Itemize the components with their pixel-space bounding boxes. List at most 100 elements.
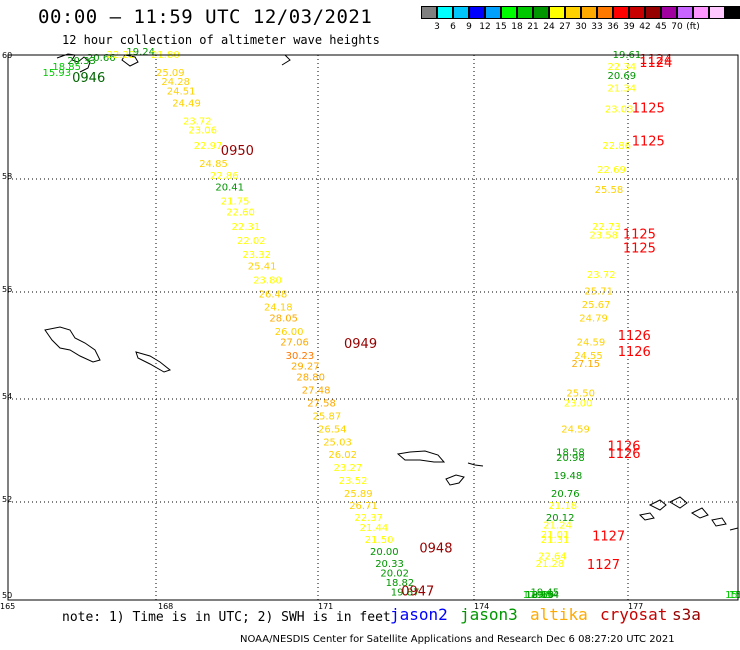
wave-height-value: 20.98 (556, 453, 585, 464)
wave-height-value: 22.02 (237, 236, 266, 247)
map-footer: NOAA/NESDIS Center for Satellite Applica… (240, 634, 675, 645)
lon-label: 177 (628, 602, 643, 611)
wave-height-value: 23.06 (188, 126, 217, 137)
wave-height-value: 24.49 (172, 98, 201, 109)
scale-tick-label: 12 (479, 22, 491, 32)
wave-height-value: 20.00 (370, 547, 399, 558)
legend-s3a: s3a (672, 605, 701, 624)
wave-height-value: 25.87 (313, 412, 342, 423)
wave-height-value: 27.48 (302, 386, 331, 397)
wave-height-value: 15.84 (729, 590, 740, 601)
pass-time-label: 0949 (344, 337, 377, 352)
scale-tick-label: 27 (559, 22, 571, 32)
island-aleutian-2 (668, 496, 688, 509)
map-subtitle: 12 hour collection of altimeter wave hei… (62, 33, 380, 47)
pass-time-label: 1125 (623, 241, 656, 256)
wave-height-value: 24.51 (167, 86, 196, 97)
wave-height-value: 18.82 (386, 578, 415, 589)
scale-swatch (549, 6, 565, 19)
pass-time-label: 1126 (607, 440, 640, 455)
wave-height-value: 15.87 (725, 590, 740, 601)
scale-tick-label: 39 (623, 22, 635, 32)
island-aleutian-5 (638, 512, 655, 521)
scale-tick-label: 15 (495, 22, 507, 32)
scale-unit: (ft) (686, 22, 700, 32)
wave-height-value: 27.06 (280, 338, 309, 349)
scale-swatch (437, 6, 453, 19)
wave-height-value: 23.52 (339, 476, 368, 487)
scale-swatch (533, 6, 549, 19)
wave-height-value: 23.72 (183, 117, 212, 128)
pass-time-label: 0950 (221, 144, 254, 159)
scale-swatch (581, 6, 597, 19)
scale-tick-label: 6 (450, 22, 456, 32)
wave-height-value: 18.60 (525, 590, 554, 601)
axis-labels: 60 58 56 54 52 50 165 168 171 174 177 (0, 51, 643, 611)
wave-height-value: 25.03 (323, 437, 352, 448)
wave-height-value: 25.09 (156, 68, 185, 79)
wave-height-value: 21.31 (541, 535, 570, 546)
coast-alaska-northwest (56, 53, 91, 73)
wave-height-value: 23.72 (587, 270, 616, 281)
scale-tick-label: 70 (671, 22, 683, 32)
wave-height-value: 26.71 (349, 501, 378, 512)
scale-swatch (469, 6, 485, 19)
island-pribilof-2 (445, 474, 465, 486)
scale-swatch (645, 6, 661, 19)
legend-jason2: jason2 (390, 605, 448, 624)
lon-label: 165 (0, 602, 15, 611)
scale-tick-label: 9 (466, 22, 472, 32)
wave-height-value: 17.69 (523, 590, 552, 601)
scale-tick-label: 30 (575, 22, 587, 32)
map-frame (7, 54, 739, 601)
wave-height-value: 20.02 (380, 568, 409, 579)
wave-height-value: 27.15 (572, 359, 601, 370)
island-nunivak (135, 351, 172, 373)
wave-height-value: 22.34 (607, 62, 636, 73)
coast-alaska-north (121, 54, 139, 67)
scale-swatch (725, 6, 740, 19)
wave-height-value: 25.89 (344, 489, 373, 500)
scale-swatch (677, 6, 693, 19)
wave-height-value: 20.33 (67, 56, 96, 67)
wave-height-value: 20.76 (551, 489, 580, 500)
wave-height-value: 29.27 (291, 362, 320, 373)
island-aleutian-4 (711, 517, 727, 527)
wave-height-value: 19.45 (530, 588, 559, 599)
pass-time-label: 1126 (607, 447, 640, 462)
wave-height-value: 19.87 (391, 588, 420, 599)
wave-height-value: 19.24 (126, 47, 155, 58)
island-aleutian-6 (729, 527, 739, 531)
wave-height-value: 26.02 (328, 450, 357, 461)
pass-time-label: 1125 (623, 227, 656, 242)
wave-height-value: 24.28 (161, 77, 190, 88)
wave-height-value: 22.97 (194, 141, 223, 152)
island-pribilof-1 (467, 462, 484, 467)
altimeter-tracks: 15.9318.8520.3320.6622.2219.2421.8025.09… (43, 47, 740, 601)
lat-label: 56 (2, 285, 12, 294)
wave-height-value: 21.75 (221, 196, 250, 207)
wave-height-value: 20.33 (375, 559, 404, 570)
pass-time-label: 1125 (632, 101, 665, 116)
wave-height-value: 22.64 (538, 552, 567, 563)
wave-height-value: 18.85 (52, 62, 81, 73)
legend-altika: altika (530, 605, 588, 624)
wave-height-value: 24.59 (577, 338, 606, 349)
wave-height-value: 23.03 (605, 104, 634, 115)
pass-time-label: 1126 (618, 345, 651, 360)
wave-height-value: 25.50 (566, 388, 595, 399)
pass-time-label: 1125 (632, 135, 665, 150)
lon-label: 168 (158, 602, 173, 611)
lat-label: 60 (2, 51, 12, 60)
pass-time-label: 0947 (401, 585, 434, 600)
island-aleutian-3 (690, 507, 709, 519)
map-title: 00:00 – 11:59 UTC 12/03/2021 (38, 6, 373, 28)
lat-label: 54 (2, 392, 12, 401)
pass-time-label: 1127 (587, 558, 620, 573)
wave-height-value: 27.58 (307, 399, 336, 410)
legend-cryosat: cryosat (600, 605, 668, 624)
wave-height-value: 30.23 (286, 351, 315, 362)
wave-height-value: 15.93 (43, 68, 72, 79)
wave-height-value: 18.58 (556, 448, 585, 459)
